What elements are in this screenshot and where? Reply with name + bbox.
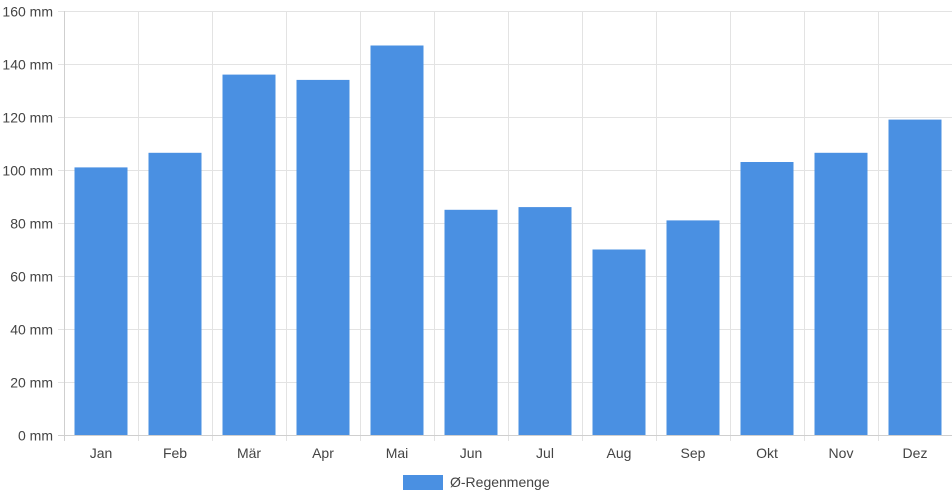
- bar: [296, 79, 350, 436]
- x-axis-tick-labels: Jan Feb Mär Apr Mai Jun Jul Aug Sep Okt Nov Dez: [90, 445, 928, 461]
- x-tick-label: Feb: [163, 445, 187, 461]
- bar: [148, 152, 202, 436]
- x-tick-label: Mär: [237, 445, 261, 461]
- bar: [74, 167, 128, 435]
- bar: [814, 152, 868, 436]
- y-tick-label: 100 mm: [2, 163, 53, 179]
- x-tick-label: Jul: [536, 445, 554, 461]
- y-tick-label: 140 mm: [2, 57, 53, 73]
- y-tick-label: 40 mm: [10, 322, 53, 338]
- x-tick-label: Mai: [386, 445, 409, 461]
- x-tick-label: Dez: [903, 445, 928, 461]
- x-tick-label: Okt: [756, 445, 778, 461]
- x-tick-label: Jun: [460, 445, 483, 461]
- legend[interactable]: Ø-Regenmenge: [403, 474, 550, 490]
- bar: [888, 119, 942, 435]
- y-tick-label: 0 mm: [18, 428, 53, 444]
- x-tick-label: Apr: [312, 445, 334, 461]
- grid-lines: [58, 11, 952, 441]
- bar: [666, 220, 720, 435]
- x-tick-label: Sep: [681, 445, 706, 461]
- legend-swatch: [403, 475, 443, 490]
- bar: [370, 45, 424, 435]
- y-tick-label: 60 mm: [10, 269, 53, 285]
- y-tick-label: 120 mm: [2, 110, 53, 126]
- x-tick-label: Aug: [607, 445, 632, 461]
- axes: [58, 11, 952, 441]
- bar: [518, 207, 572, 435]
- bar: [592, 249, 646, 435]
- y-tick-label: 80 mm: [10, 216, 53, 232]
- y-tick-label: 20 mm: [10, 375, 53, 391]
- x-tick-label: Jan: [90, 445, 113, 461]
- y-tick-label: 160 mm: [2, 4, 53, 20]
- legend-label: Ø-Regenmenge: [450, 474, 550, 490]
- bar: [444, 209, 498, 436]
- x-tick-label: Nov: [829, 445, 854, 461]
- y-axis-tick-labels: 0 mm 20 mm 40 mm 60 mm 80 mm 100 mm 120 mm 140 …: [2, 4, 53, 444]
- bars: [74, 45, 942, 436]
- bar: [222, 74, 276, 435]
- bar: [740, 162, 794, 435]
